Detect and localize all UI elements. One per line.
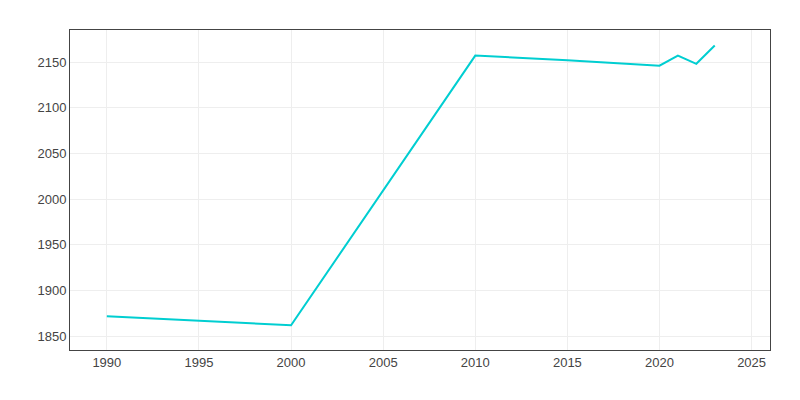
svg-text:1990: 1990 — [92, 355, 121, 370]
svg-text:2010: 2010 — [461, 355, 490, 370]
svg-text:2000: 2000 — [37, 192, 66, 207]
svg-text:2005: 2005 — [369, 355, 398, 370]
svg-text:2050: 2050 — [37, 146, 66, 161]
svg-text:2025: 2025 — [737, 355, 766, 370]
svg-text:2015: 2015 — [553, 355, 582, 370]
svg-text:2100: 2100 — [37, 100, 66, 115]
svg-text:1850: 1850 — [37, 329, 66, 344]
svg-text:1995: 1995 — [184, 355, 213, 370]
svg-text:1950: 1950 — [37, 237, 66, 252]
svg-text:2000: 2000 — [277, 355, 306, 370]
svg-text:2020: 2020 — [645, 355, 674, 370]
svg-text:2150: 2150 — [37, 55, 66, 70]
svg-text:1900: 1900 — [37, 283, 66, 298]
